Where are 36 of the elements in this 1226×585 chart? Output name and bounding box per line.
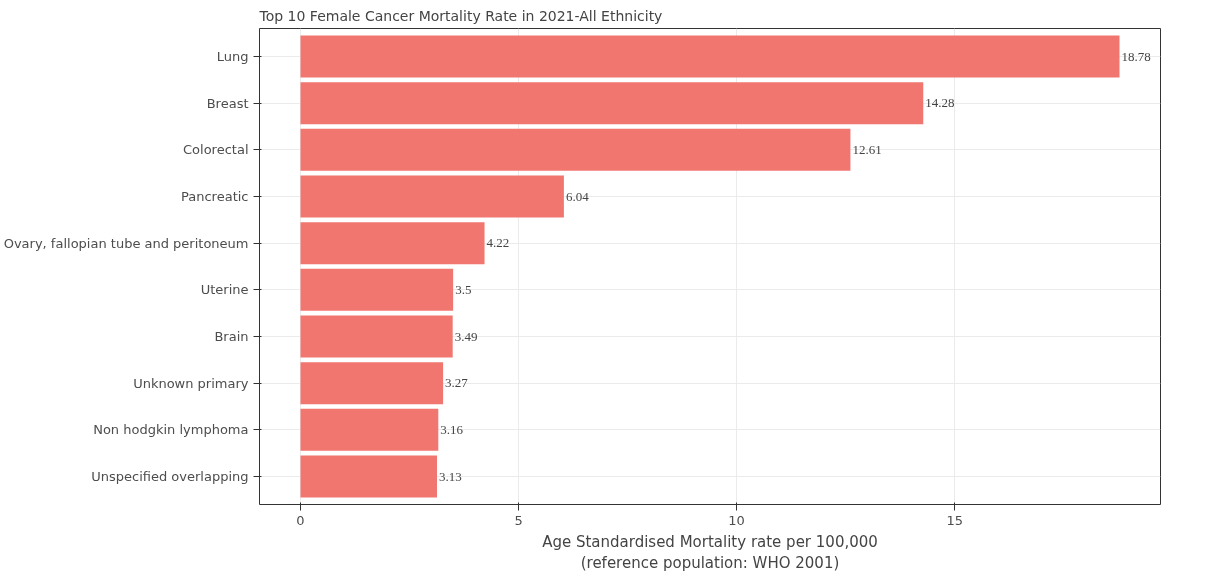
data-label: 4.22 bbox=[486, 235, 510, 251]
bar bbox=[300, 128, 851, 171]
data-label: 3.5 bbox=[455, 281, 472, 297]
y-tick-label: Colorectal bbox=[183, 142, 249, 158]
x-tick-label: 5 bbox=[514, 512, 523, 528]
y-tick-label: Brain bbox=[214, 329, 249, 344]
data-label: 14.28 bbox=[925, 95, 955, 111]
y-tick-label: Non hodgkin lymphoma bbox=[93, 422, 249, 438]
chart-title: Top 10 Female Cancer Mortality Rate in 2021-All Ethnicity bbox=[258, 7, 663, 24]
y-tick-label: Unspecified overlapping bbox=[91, 469, 249, 484]
x-axis-title: Age Standardised Mortality rate per 100,000 (reference population: WHO 2001) bbox=[542, 532, 878, 573]
data-label: 6.04 bbox=[565, 188, 590, 204]
bar bbox=[300, 408, 439, 451]
x-tick-label: 0 bbox=[296, 512, 305, 528]
data-label: 18.78 bbox=[1121, 48, 1151, 64]
y-tick-label: Ovary, fallopian tube and peritoneum bbox=[3, 235, 249, 251]
data-label: 3.16 bbox=[440, 421, 464, 437]
data-label: 12.61 bbox=[852, 141, 882, 157]
y-tick-label: Lung bbox=[216, 49, 249, 64]
bar bbox=[300, 222, 485, 265]
y-tick-label: Uterine bbox=[200, 282, 249, 298]
x-tick-label: 15 bbox=[946, 512, 963, 528]
bar bbox=[300, 35, 1120, 78]
y-tick-label: Unknown primary bbox=[133, 375, 249, 391]
bar bbox=[300, 82, 924, 125]
bar bbox=[300, 455, 437, 498]
y-tick-label: Pancreatic bbox=[181, 189, 249, 204]
bar bbox=[300, 315, 453, 358]
bar bbox=[300, 268, 454, 311]
bar bbox=[300, 362, 444, 405]
x-tick-label: 10 bbox=[728, 512, 745, 528]
data-label: 3.13 bbox=[439, 468, 462, 484]
bar bbox=[300, 175, 564, 218]
data-label: 3.49 bbox=[454, 328, 478, 344]
data-label: 3.27 bbox=[445, 375, 469, 391]
y-tick-label: Breast bbox=[206, 95, 249, 111]
